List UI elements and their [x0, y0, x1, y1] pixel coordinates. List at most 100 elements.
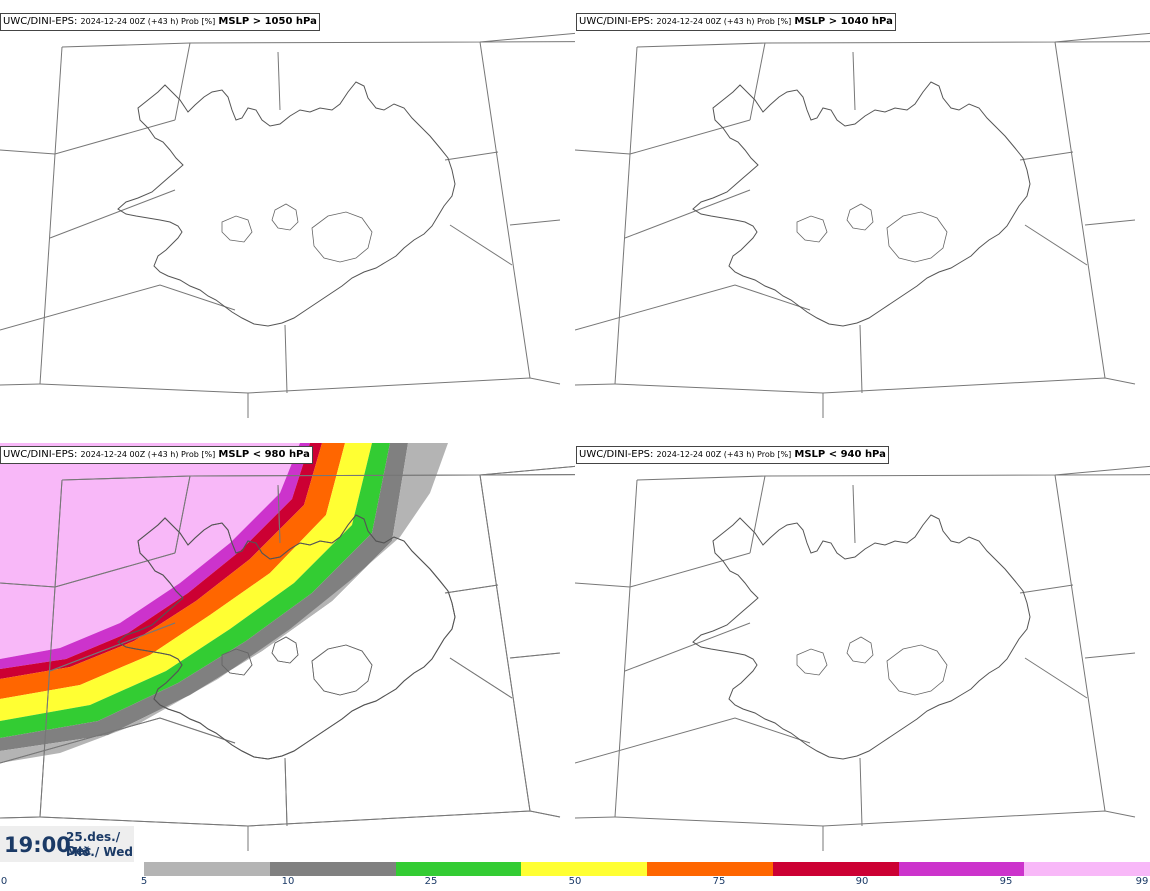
colorbar-tick-label: 25	[424, 876, 438, 887]
map-canvas	[0, 443, 575, 851]
region-border	[614, 377, 1136, 394]
region-border	[509, 219, 561, 226]
region-border	[277, 484, 281, 544]
region-border	[61, 465, 575, 481]
region-border	[575, 552, 751, 588]
valid-date: 25.des./ Dec	[66, 830, 121, 858]
region-border	[1084, 219, 1136, 226]
probability-band	[0, 443, 345, 699]
coastline	[117, 514, 456, 760]
variable-label: MSLP > 1050 hPa	[218, 16, 317, 27]
variable-label: MSLP < 980 hPa	[218, 449, 310, 460]
colorbar-tick-label: 50	[568, 876, 582, 887]
glacier-outline	[846, 203, 874, 231]
colorbar-tick-label: 95	[999, 876, 1013, 887]
model-name: UWC/DINI-EPS	[3, 449, 74, 460]
region-border	[1054, 41, 1106, 379]
probability-band	[0, 443, 372, 721]
region-border	[0, 552, 176, 588]
region-border	[614, 46, 638, 385]
colorbar-tick-label: 90	[855, 876, 869, 887]
region-border	[444, 151, 499, 161]
run-info: 2024-12-24 00Z (+43 h) Prob [%]	[80, 17, 216, 26]
probability-colorbar	[144, 862, 1150, 876]
region-border	[636, 465, 1150, 481]
region-border	[1084, 652, 1136, 659]
region-border	[61, 32, 575, 48]
region-border	[852, 51, 856, 111]
colorbar-tick-label: 0	[0, 876, 8, 887]
glacier-outline	[311, 644, 373, 696]
region-border	[39, 377, 561, 394]
colorbar-tick-label: 5	[140, 876, 148, 887]
panel-title: UWC/DINI-EPS: 2024-12-24 00Z (+43 h) Pro…	[0, 446, 313, 464]
region-border	[575, 284, 811, 331]
panel-title: UWC/DINI-EPS: 2024-12-24 00Z (+43 h) Pro…	[576, 446, 889, 464]
probability-band	[0, 443, 408, 751]
glacier-outline	[221, 648, 253, 676]
glacier-outline	[886, 211, 948, 263]
region-border	[479, 41, 531, 379]
colorbar-ticks: 0 5 10 25 50 75 90 95 99	[0, 876, 1150, 891]
glacier-outline	[311, 211, 373, 263]
variable-label: MSLP < 940 hPa	[794, 449, 886, 460]
region-border	[575, 383, 616, 386]
region-border	[1054, 474, 1106, 812]
glacier-outline	[221, 215, 253, 243]
colorbar-segment	[898, 862, 1025, 876]
coastline	[692, 81, 1031, 327]
coastline	[117, 81, 456, 327]
probability-band	[0, 443, 300, 659]
map-canvas	[0, 32, 575, 418]
region-border	[0, 119, 176, 155]
valid-weekday: Mið./ Wed	[66, 845, 133, 859]
region-border	[636, 32, 1150, 48]
region-border	[624, 189, 751, 239]
region-border	[39, 810, 561, 827]
region-border	[277, 51, 281, 111]
map-panel-mslp-gt-1050: UWC/DINI-EPS: 2024-12-24 00Z (+43 h) Pro…	[0, 0, 575, 418]
colorbar-segment	[144, 862, 270, 876]
region-border	[509, 652, 561, 659]
map-canvas	[575, 465, 1150, 851]
region-border	[614, 810, 1136, 827]
base-map	[0, 32, 575, 418]
region-border	[1019, 584, 1074, 594]
model-name: UWC/DINI-EPS	[579, 16, 650, 27]
glacier-outline	[271, 636, 299, 664]
region-border	[284, 324, 288, 394]
base-map	[575, 465, 1150, 851]
colorbar-tick-label: 10	[281, 876, 295, 887]
region-border	[449, 657, 513, 699]
region-border	[0, 383, 41, 386]
region-border	[284, 757, 288, 827]
region-border	[39, 46, 63, 385]
coastline	[692, 514, 1031, 760]
colorbar-segment	[772, 862, 899, 876]
region-border	[1024, 657, 1088, 699]
region-border	[614, 479, 638, 818]
region-border	[174, 42, 191, 121]
region-border	[444, 584, 499, 594]
map-panel-mslp-lt-940: UWC/DINI-EPS: 2024-12-24 00Z (+43 h) Pro…	[575, 433, 1150, 851]
glacier-outline	[846, 636, 874, 664]
region-border	[0, 717, 236, 764]
region-border	[0, 816, 41, 819]
run-info: 2024-12-24 00Z (+43 h) Prob [%]	[656, 17, 792, 26]
region-border	[39, 479, 63, 818]
region-border	[859, 324, 863, 394]
region-border	[479, 474, 531, 812]
run-info: 2024-12-24 00Z (+43 h) Prob [%]	[80, 450, 216, 459]
region-border	[575, 816, 616, 819]
probability-band	[0, 443, 390, 738]
run-info: 2024-12-24 00Z (+43 h) Prob [%]	[656, 450, 792, 459]
panel-title: UWC/DINI-EPS: 2024-12-24 00Z (+43 h) Pro…	[576, 13, 896, 31]
colorbar-segment	[269, 862, 396, 876]
region-border	[624, 622, 751, 672]
base-map	[0, 465, 575, 851]
region-border	[0, 284, 236, 331]
region-border	[575, 717, 811, 764]
region-border	[575, 119, 751, 155]
region-border	[174, 475, 191, 554]
colorbar-tick-label: 99	[1135, 876, 1149, 887]
